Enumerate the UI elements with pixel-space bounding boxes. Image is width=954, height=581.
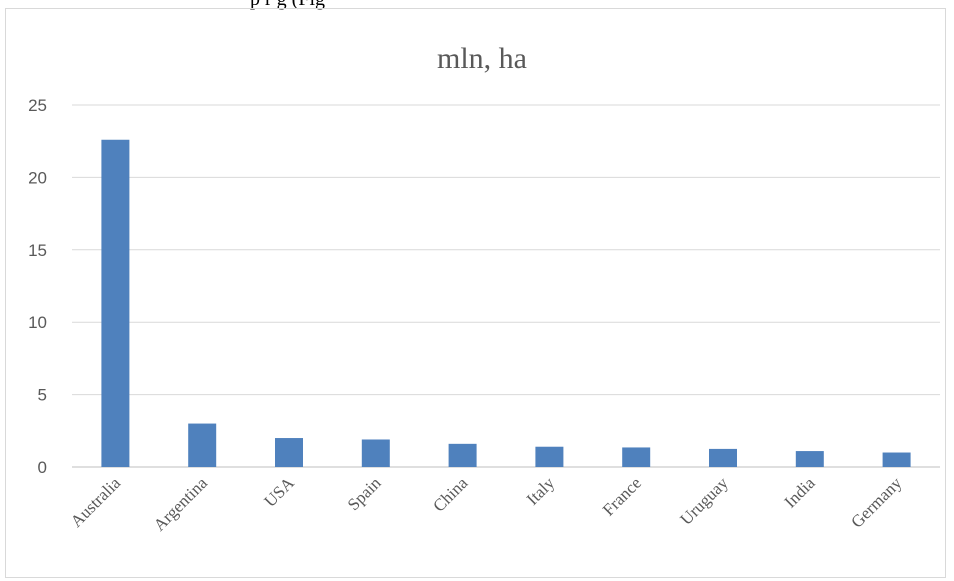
bar-australia <box>101 139 130 467</box>
chart-frame <box>5 8 946 578</box>
x-tick-label: India <box>780 473 818 511</box>
y-tick-label: 20 <box>28 168 47 187</box>
x-tick-label: Spain <box>344 473 385 514</box>
x-axis-labels: Australia Argentina USA Spain China Italy Fran… <box>67 473 906 535</box>
bar-china <box>448 443 477 467</box>
y-tick-label: 10 <box>28 313 47 332</box>
chart-title: mln, ha <box>437 42 527 75</box>
x-tick-label: Argentina <box>150 473 212 535</box>
x-tick-label: Uruguay <box>676 473 732 529</box>
x-tick-label: Germany <box>847 473 906 532</box>
cropped-body-text-line: p r g (Fig <box>250 0 325 11</box>
bar-argentina <box>188 423 217 467</box>
bar-india <box>795 451 824 467</box>
x-tick-label: Italy <box>523 473 559 509</box>
bar-uruguay <box>709 448 737 467</box>
x-tick-label: Australia <box>67 473 125 531</box>
y-tick-label: 5 <box>38 386 47 405</box>
bar-france <box>622 447 651 467</box>
bar-italy <box>535 446 564 467</box>
x-tick-label: USA <box>260 473 298 511</box>
bar-germany <box>882 452 911 467</box>
bars <box>101 139 911 467</box>
x-tick-label: China <box>429 473 471 515</box>
y-tick-label: 25 <box>28 96 47 115</box>
y-tick-label: 0 <box>38 458 47 477</box>
cropped-body-text: p r g (Fig <box>0 0 954 12</box>
y-tick-label: 15 <box>28 241 47 260</box>
bar-spain <box>361 439 390 467</box>
gridlines <box>72 104 940 468</box>
x-tick-label: France <box>599 473 645 519</box>
y-axis-ticks: 0 5 10 15 20 25 <box>28 96 47 477</box>
bar-usa <box>275 438 303 467</box>
